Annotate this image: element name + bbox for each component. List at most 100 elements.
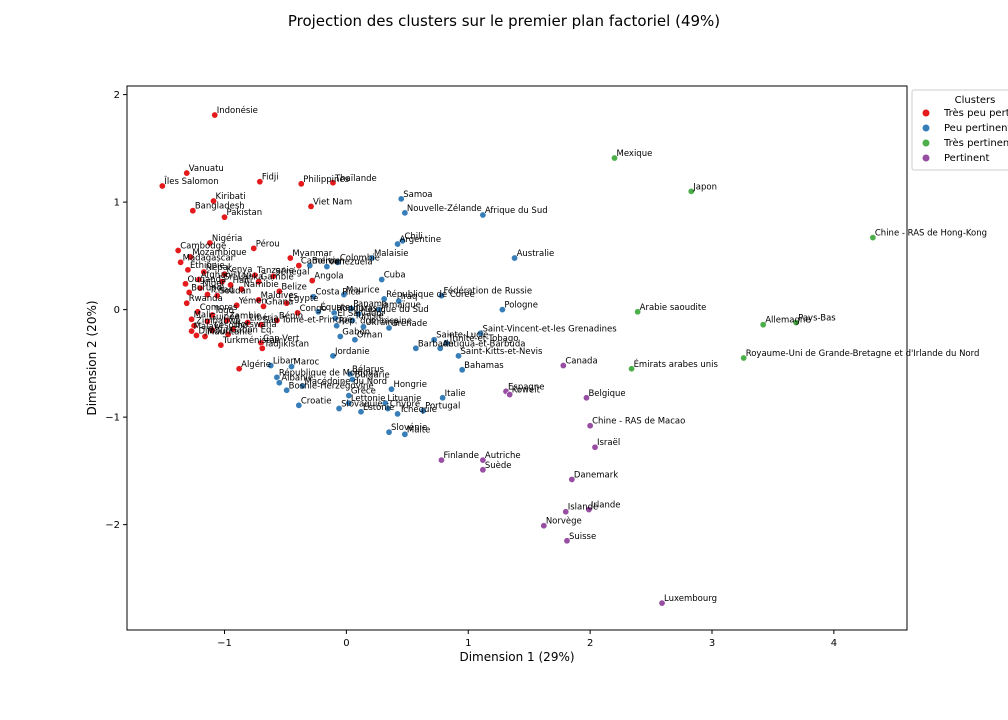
data-point [203,291,211,299]
point-label: Italie [445,389,466,399]
x-tick-label: 3 [709,638,715,649]
point-label: Équateur [320,301,359,313]
data-point [334,258,342,266]
data-point [221,213,229,221]
point-label: Tchad [208,286,233,296]
point-label: Barbade [418,339,454,349]
data-point [208,311,216,319]
point-label: Koweït [512,386,541,396]
y-axis: −2 −1 0 1 2 [105,90,127,531]
data-point [283,386,291,394]
point-label: Malaisie [374,249,409,259]
data-point [177,258,185,266]
data-point [387,385,395,393]
data-point [454,352,462,360]
data-point [294,309,302,317]
point-label: Cameroun [301,257,345,267]
point-label: Lettonie [351,394,386,404]
point-label: Autriche [485,451,521,461]
point-label: Jamaïque [380,301,421,311]
point-label: Viet Nam [313,197,352,207]
data-point [437,292,445,300]
data-point [476,329,484,337]
data-point [394,240,402,248]
legend: Clusters Très peu pertinent Peu pertinent… [911,89,1008,171]
point-label: Slovénie [391,422,427,433]
data-point [250,244,258,252]
point-label: Pakistan [227,208,263,218]
legend-title: Clusters [955,95,996,106]
point-label: Jordanie [334,347,370,357]
data-point [348,316,356,324]
axes-frame [126,85,908,631]
point-label: Comores [200,303,238,313]
data-point [196,284,204,292]
data-point [562,508,570,516]
point-label: Colombie [340,253,380,263]
data-point [217,341,225,349]
data-point [224,330,232,338]
data-point [185,288,193,296]
data-point [540,522,548,530]
data-point [610,154,618,162]
data-point [251,271,259,279]
data-point [582,394,590,402]
point-label: Niger [202,279,225,289]
point-label: Ghana [266,297,294,307]
point-label: Slovaquie [341,400,383,410]
data-point [436,344,444,352]
data-point [359,323,367,331]
legend-marker [922,139,930,147]
data-point [221,270,229,278]
point-label: République de Moldova [279,367,378,378]
data-point [336,332,344,340]
x-axis-label: Dimension 1 (29%) [459,650,574,664]
data-point [306,262,314,270]
y-axis-label: Dimension 2 (20%) [85,300,99,415]
data-point [348,376,356,384]
point-label: Saint-Kitts-et-Nevis [461,347,543,357]
point-label: Bénin [279,310,303,321]
point-label: Lesotho [214,321,247,331]
y-tick-label: −1 [105,413,120,424]
point-label: Bangladesh [195,202,245,212]
point-label: Panama [353,300,387,310]
data-point [333,322,341,330]
data-point [229,325,237,333]
point-label: Djibouti [198,326,231,336]
data-point [658,599,666,607]
point-label: Pologne [504,301,538,311]
point-label: Angola [314,272,343,282]
data-point [479,211,487,219]
data-point [345,399,353,407]
point-label: Népal [206,262,231,273]
y-tick-label: 2 [114,90,120,101]
point-label: Albanie [281,374,313,384]
data-point [759,321,767,329]
legend-box [911,89,1008,171]
data-point [194,308,202,316]
point-label: Chypre [390,400,420,410]
point-label: Royaume-Uni de Grande-Bretagne et d'Irla… [746,349,980,359]
point-label: Croatie [301,396,332,406]
point-label: Thaïlande [334,174,377,184]
data-point [506,391,514,399]
data-point [479,466,487,474]
point-label: Espagne [508,382,544,392]
point-label: Israël [597,438,620,448]
data-point [345,392,353,400]
point-label: Fidji [262,173,279,183]
legend-marker [922,154,930,162]
data-point [182,280,190,288]
data-point [401,430,409,438]
point-label: Rwanda [189,294,223,304]
data-point [258,344,266,352]
data-point [183,299,191,307]
point-label: Norvège [546,516,582,527]
data-point [430,336,438,344]
point-label: Mauritanie [207,327,252,337]
data-point [267,362,275,370]
data-point [559,362,567,370]
point-label: Tunisie [353,311,383,321]
